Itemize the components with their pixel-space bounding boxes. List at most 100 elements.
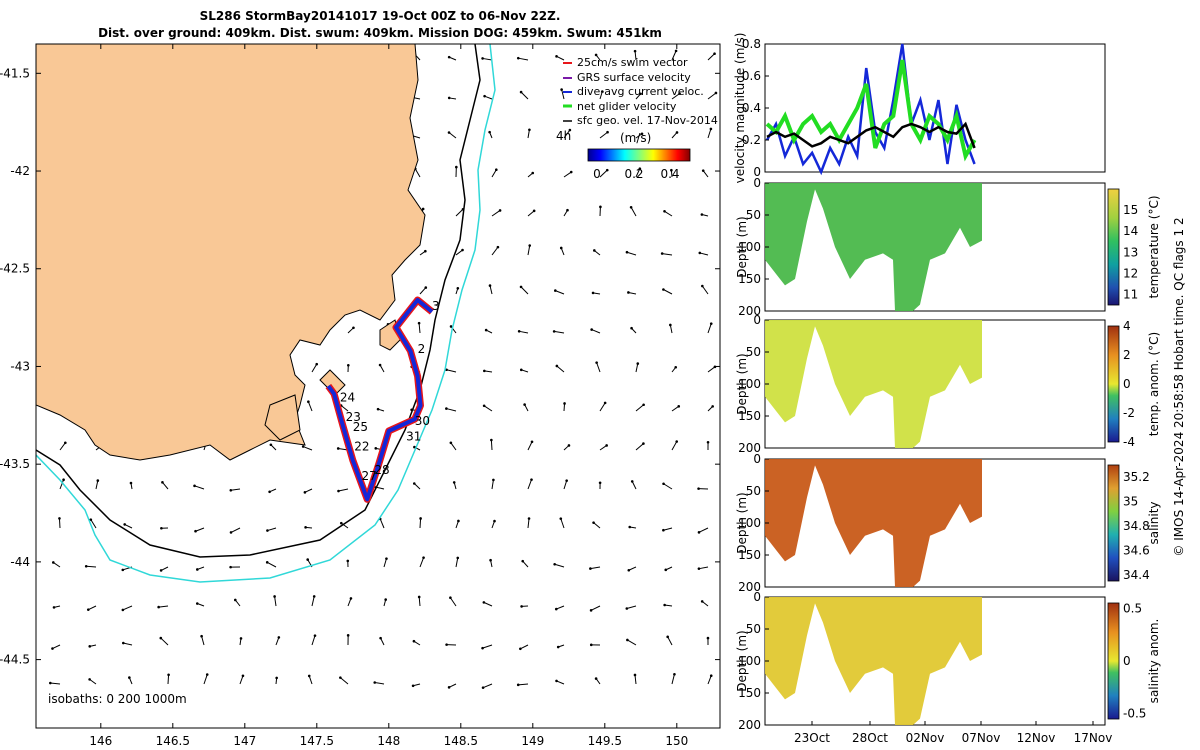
geo-arrow-head xyxy=(123,523,126,526)
legend-sfc: sfc geo. vel. 17-Nov-2014 xyxy=(577,114,718,127)
geo-arrow-head xyxy=(62,478,65,482)
geo-arrow-head xyxy=(352,326,355,330)
geo-arrow xyxy=(194,485,205,490)
section-ytick-label: 150 xyxy=(738,409,761,423)
geo-arrow-head xyxy=(662,482,665,486)
geo-arrow xyxy=(522,560,529,568)
geo-arrow-head xyxy=(412,482,416,485)
geo-arrow-head xyxy=(424,286,428,289)
day-label: 3 xyxy=(432,299,440,313)
geo-arrow-head xyxy=(517,330,521,333)
geo-arrow xyxy=(707,366,716,373)
geo-arrow-head xyxy=(346,634,350,637)
geo-arrow-head xyxy=(633,673,637,677)
geo-arrow-head xyxy=(532,209,536,213)
geo-arrow-head xyxy=(677,405,681,408)
geo-arrow-head xyxy=(349,597,353,600)
day-label: 25 xyxy=(353,420,368,434)
cbar-tick-0: 0 xyxy=(593,167,601,181)
geo-arrow xyxy=(667,636,673,646)
geo-arrow-head xyxy=(490,438,493,442)
geo-arrow-head xyxy=(669,323,672,327)
velocity-line xyxy=(766,121,976,149)
geo-arrow-head xyxy=(384,598,387,601)
geo-arrow-head xyxy=(84,564,88,568)
geo-arrow-head xyxy=(424,249,427,253)
geo-arrow xyxy=(563,171,572,178)
geo-arrow-head xyxy=(157,605,160,609)
geo-arrow-head xyxy=(128,676,131,679)
geo-arrow xyxy=(664,210,673,217)
geo-arrow-head xyxy=(233,598,237,602)
map-xtick-label: 147 xyxy=(233,734,256,748)
section-ytick-label: 200 xyxy=(738,304,761,318)
section-colorbar xyxy=(1107,464,1120,582)
geo-arrow-head xyxy=(675,131,679,134)
isobath-200m xyxy=(36,44,481,558)
geo-arrow xyxy=(520,91,529,100)
geo-arrow-head xyxy=(640,132,644,136)
geo-arrow-head xyxy=(642,403,645,407)
geo-arrow-head xyxy=(492,478,495,482)
geo-arrow xyxy=(267,527,277,532)
title-line-1: SL286 StormBay20141017 19-Oct 00Z to 06-… xyxy=(199,9,561,23)
section-clabel: salinity xyxy=(1147,501,1161,544)
geo-arrow-head xyxy=(556,645,560,649)
geo-arrow xyxy=(304,488,313,493)
geo-arrow xyxy=(599,131,608,139)
geo-arrow-head xyxy=(664,568,668,572)
geo-arrow-head xyxy=(239,637,243,640)
geo-arrow-head xyxy=(552,330,556,333)
geo-arrow-head xyxy=(229,531,233,534)
geo-arrow xyxy=(663,483,673,490)
geo-arrow-head xyxy=(700,600,704,603)
geo-arrow-head xyxy=(630,326,633,330)
section-cbar-tick: 12 xyxy=(1123,266,1138,280)
geo-arrow xyxy=(308,675,313,685)
geo-arrow-head xyxy=(159,569,163,572)
geo-arrow xyxy=(519,330,529,334)
geo-arrow-head xyxy=(268,490,271,494)
geo-arrow xyxy=(626,605,637,609)
section-cbar-tick: 35 xyxy=(1123,495,1138,509)
geo-arrow-head xyxy=(275,676,278,680)
legend-net: net glider velocity xyxy=(577,100,677,113)
geo-arrow-head xyxy=(589,567,592,570)
section-data-field xyxy=(765,183,982,311)
geo-arrow xyxy=(374,682,385,685)
islands-land xyxy=(264,319,401,441)
geo-arrow-head xyxy=(697,567,701,570)
geo-arrow-head xyxy=(447,131,451,134)
geo-arrow-head xyxy=(306,558,309,561)
geo-arrow-head xyxy=(336,447,340,450)
section-cbar-tick: 13 xyxy=(1123,245,1138,259)
section-clabel: temperature (°C) xyxy=(1147,196,1161,299)
geo-arrow xyxy=(635,443,644,451)
geo-arrow-head xyxy=(167,673,170,677)
legend-swim: 25cm/s swim vector xyxy=(577,56,688,69)
geo-arrow-head xyxy=(563,402,566,405)
geo-arrow xyxy=(707,675,712,685)
geo-arrow xyxy=(698,527,709,533)
geo-arrow xyxy=(527,129,530,139)
geo-arrow-head xyxy=(629,205,633,209)
geo-arrow xyxy=(340,405,349,412)
section-cbar-tick: 0.5 xyxy=(1123,601,1142,615)
geo-arrow xyxy=(419,287,427,295)
geo-arrow xyxy=(563,129,571,139)
section-ytick-label: 50 xyxy=(746,345,761,359)
geo-arrow-head xyxy=(553,562,556,566)
track-dive-avg xyxy=(326,298,434,502)
geo-arrow-head xyxy=(121,568,125,572)
geo-arrow xyxy=(707,92,717,100)
geo-arrow xyxy=(50,682,61,685)
geo-arrow-head xyxy=(595,361,598,364)
geo-arrow-head xyxy=(605,168,609,172)
geo-arrow-head xyxy=(86,608,90,611)
geo-arrow-head xyxy=(64,441,67,445)
velocity-ylabel: velocity magnitude (m/s) xyxy=(733,33,747,184)
geo-arrow xyxy=(124,523,133,529)
geo-arrow-head xyxy=(516,683,520,687)
section-cbar-tick: -4 xyxy=(1123,435,1135,449)
section-clabel: salinity anom. xyxy=(1147,619,1161,704)
